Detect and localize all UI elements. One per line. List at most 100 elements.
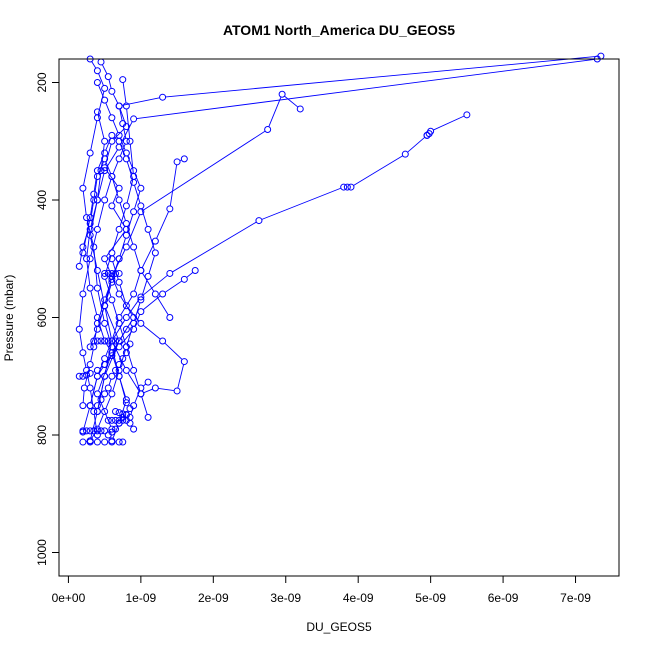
series-line-segment [120,331,126,339]
data-point [86,225,94,233]
x-tick-label: 6e-09 [488,591,519,605]
series-line-segment [108,79,112,89]
data-point [108,425,116,433]
data-point [159,290,167,298]
series-line-segment [83,261,90,291]
series-line-segment [141,279,148,297]
data-point [108,278,116,286]
data-point [93,402,101,410]
series-line-segment [172,221,257,273]
series-line-segment [112,373,119,391]
data-point [101,255,109,263]
series-line-segment [134,314,141,327]
series-15 [75,325,130,380]
series-line-segment [143,130,266,211]
data-point [108,390,116,398]
series-line-segment [105,326,112,344]
y-tick-label: 200 [35,72,49,92]
data-point [401,150,409,158]
data-point [173,158,181,166]
x-tick-label: 2e-09 [198,591,229,605]
x-tick-label: 4e-09 [343,591,374,605]
data-point [86,361,94,368]
data-point [79,438,87,446]
series-line-segment [141,208,148,227]
series-line-segment [105,396,112,409]
series-line-segment [128,307,140,322]
data-point [115,131,123,139]
y-tick-label: 600 [35,307,49,327]
data-point [130,173,138,180]
data-point [112,337,120,345]
series-line-segment [112,161,119,174]
series-23 [93,340,134,410]
data-point [122,149,130,157]
series-line-segment [164,280,182,293]
data-point [79,349,87,357]
series-line-segment [97,291,105,321]
series-line-segment [90,197,94,215]
data-point [122,202,130,210]
series-line-segment [108,379,112,386]
data-point [159,337,167,345]
data-point [108,352,116,360]
series-line-segment [120,296,133,316]
data-point [151,290,159,298]
data-point [112,425,120,433]
data-point [86,427,94,435]
data-point [126,340,134,348]
data-point [108,114,116,122]
data-point [104,416,112,424]
data-point [137,296,145,304]
data-point [108,337,116,345]
data-point [115,184,123,192]
series-line-segment [186,272,193,278]
series-line-segment [97,173,102,197]
data-point [90,196,98,204]
series-line-segment [143,388,153,394]
series-line-segment [126,179,134,203]
data-point [93,67,101,75]
series-line-segment [114,137,117,140]
series-line-segment [126,214,134,233]
series-line-segment [127,214,141,245]
series-line-segment [129,144,134,174]
data-point [79,402,87,410]
data-point [86,343,94,351]
series-line-segment [86,232,91,256]
data-point [112,408,120,415]
x-tick-label: 3e-09 [270,591,301,605]
data-point [101,296,109,304]
data-point [278,90,286,98]
data-point [90,427,98,435]
data-point [115,255,123,263]
data-point [90,408,98,415]
series-line-segment [143,295,161,310]
x-tick-label: 5e-09 [415,591,446,605]
data-point [108,173,116,180]
data-point [347,183,355,191]
data-point [144,378,152,386]
x-tick-label: 7e-09 [560,591,591,605]
series-line-segment [126,109,131,139]
data-point [115,372,123,380]
data-point [90,343,98,351]
series-line-segment [134,373,141,391]
data-point [108,296,116,304]
series-8 [79,55,130,407]
series-24 [104,405,134,439]
data-point [180,155,188,163]
data-point [115,337,123,345]
data-point [130,366,138,374]
data-point [130,319,138,327]
series-line-segment [93,326,98,344]
series-line-segment [127,372,140,392]
series-line-segment [143,383,146,387]
series-line-segment [90,232,98,256]
data-point [115,419,123,427]
data-point [101,137,109,145]
series-line-segment [105,255,112,274]
data-point [144,272,152,280]
data-point [180,358,188,366]
